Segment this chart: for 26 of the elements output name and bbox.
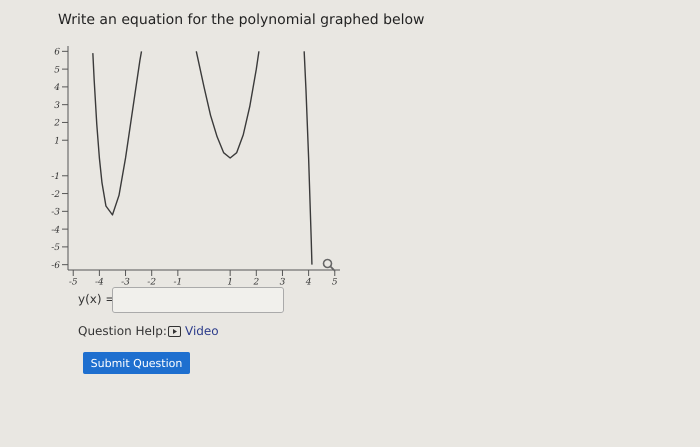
x-tick-label: -4 [94,277,104,288]
y-tick-label: -2 [51,190,60,200]
x-tick-label: -3 [121,277,130,288]
chart-title: Write an equation for the polynomial graphed below [58,12,425,28]
y-tick-label: -3 [51,208,60,218]
x-tick-label: 1 [227,277,234,288]
button: Submit Question [83,352,190,374]
y-tick-label: 4 [53,83,60,94]
y-tick-label: 5 [54,65,60,76]
x-tick-label: -1 [173,277,182,288]
text: Question Help: [78,324,167,338]
y-tick-label: -4 [51,225,60,236]
y-tick-label: 6 [54,48,60,58]
text: Video [185,324,219,338]
y-tick-label: -5 [51,243,60,254]
x-tick-label: 3 [280,277,286,288]
x-tick-label: 4 [304,277,312,288]
y-tick-label: -1 [51,172,60,182]
y-tick-label: 3 [54,100,60,111]
x-tick-label: 2 [252,277,260,288]
y-tick-label: 1 [54,136,60,146]
x-tick-label: -2 [147,277,156,288]
y-tick-label: -6 [51,260,60,271]
y-tick-label: 2 [53,118,60,129]
x-tick-label: 5 [332,277,338,288]
x-tick-label: -5 [68,277,78,288]
